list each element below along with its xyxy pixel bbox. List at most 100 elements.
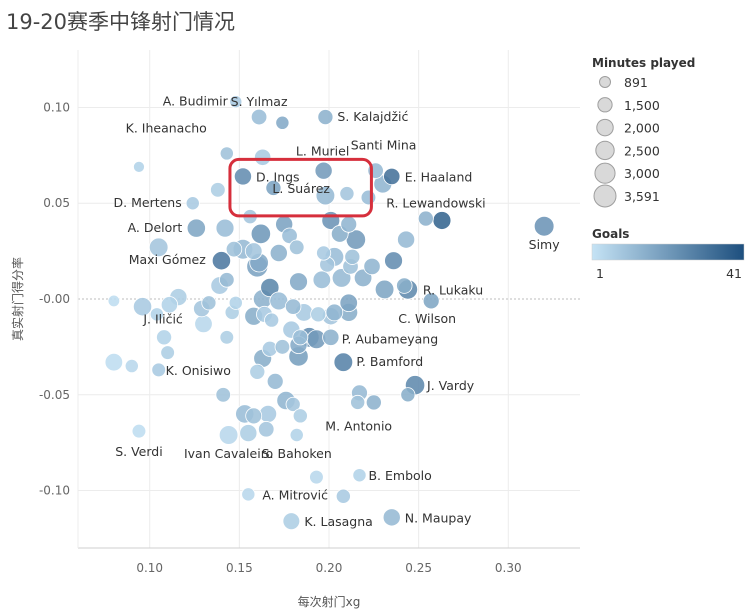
data-point[interactable] <box>259 404 278 423</box>
data-point[interactable] <box>219 330 235 345</box>
data-point[interactable] <box>225 241 243 258</box>
data-point-p-aubameyang[interactable] <box>322 328 340 346</box>
data-point[interactable] <box>316 245 332 261</box>
data-point-r-lewandowski[interactable] <box>432 211 452 230</box>
data-point[interactable] <box>148 237 169 258</box>
data-point[interactable] <box>365 394 382 411</box>
data-point-maxi-g-mez[interactable] <box>219 272 235 288</box>
data-point[interactable] <box>360 189 377 206</box>
data-point[interactable] <box>249 363 266 380</box>
y-axis-title: 真实射门得分率 <box>10 257 25 341</box>
data-point[interactable] <box>310 306 327 323</box>
color-legend-ramp <box>591 243 745 261</box>
data-point-l-muriel[interactable] <box>314 161 333 180</box>
data-point-j-ili-i[interactable] <box>156 329 173 346</box>
data-point[interactable] <box>344 248 361 265</box>
data-point[interactable] <box>284 298 302 315</box>
data-point-d-ings[interactable] <box>233 167 252 186</box>
data-point[interactable] <box>149 307 164 322</box>
data-point[interactable] <box>160 345 175 360</box>
data-point-m-antonio[interactable] <box>350 394 366 410</box>
data-point-n-maupay[interactable] <box>382 508 401 527</box>
data-point[interactable] <box>244 242 263 260</box>
data-point[interactable] <box>133 160 145 173</box>
data-point[interactable] <box>289 272 308 292</box>
highlight-box-outline <box>228 157 373 218</box>
data-point-e-haaland[interactable] <box>383 167 401 186</box>
data-point-k-onisiwo[interactable] <box>151 362 166 378</box>
data-point[interactable] <box>400 387 416 403</box>
data-point[interactable] <box>417 210 434 227</box>
data-point-l-su-rez[interactable] <box>265 179 282 196</box>
data-point[interactable] <box>264 312 280 328</box>
data-point[interactable] <box>160 296 179 314</box>
data-point[interactable] <box>315 185 336 206</box>
data-point-ivan-cavaleiro[interactable] <box>218 425 239 445</box>
data-point[interactable] <box>285 396 301 412</box>
y-tick-label: 0.10 <box>43 100 70 114</box>
data-point[interactable] <box>239 424 258 443</box>
point-label: A. Budimir <box>163 94 229 109</box>
point-labels: A. Budimir S. Yılmaz S. Kalajdžić K. Iheana… <box>114 94 561 529</box>
data-point[interactable] <box>312 270 332 290</box>
data-point[interactable] <box>281 227 298 244</box>
data-point-k-iheanacho[interactable] <box>219 146 234 161</box>
data-point-d-mertens[interactable] <box>185 196 200 211</box>
data-point[interactable] <box>254 148 272 166</box>
data-point[interactable] <box>260 277 280 298</box>
highlight-box <box>228 157 373 218</box>
data-point[interactable] <box>104 352 124 372</box>
data-point[interactable] <box>384 251 403 271</box>
point-label: K. Iheanacho <box>126 120 207 135</box>
data-point[interactable] <box>266 372 284 390</box>
data-point[interactable] <box>107 294 121 308</box>
data-point[interactable] <box>325 303 344 322</box>
data-point[interactable] <box>374 279 395 300</box>
point-label: Maxi Gómez <box>129 252 206 267</box>
data-point[interactable] <box>124 359 139 374</box>
data-point-s-verdi[interactable] <box>131 423 147 439</box>
data-point[interactable] <box>339 186 355 202</box>
data-point[interactable] <box>340 215 358 233</box>
data-point[interactable] <box>274 339 291 355</box>
data-point[interactable] <box>194 314 213 334</box>
data-point[interactable] <box>292 408 308 424</box>
data-point-a-delort[interactable] <box>186 218 206 238</box>
data-point[interactable] <box>396 277 413 294</box>
data-point[interactable] <box>211 251 232 271</box>
data-point[interactable] <box>363 257 381 276</box>
data-point[interactable] <box>275 115 290 130</box>
data-point-p-bamford[interactable] <box>333 352 354 372</box>
size-legend-circle <box>599 76 611 88</box>
data-point[interactable] <box>250 223 271 244</box>
data-point[interactable] <box>309 469 324 485</box>
data-point[interactable] <box>228 295 243 310</box>
data-point-b-embolo[interactable] <box>352 468 367 483</box>
data-point[interactable] <box>397 230 416 249</box>
data-point-a-budimir[interactable] <box>229 95 243 109</box>
data-point[interactable] <box>245 407 263 425</box>
data-point[interactable] <box>201 295 217 311</box>
size-legend-label: 3,591 <box>624 189 660 204</box>
data-point-a-mitrovi[interactable] <box>241 487 256 502</box>
data-point[interactable] <box>335 488 351 504</box>
data-point[interactable] <box>215 218 235 238</box>
data-point[interactable] <box>258 421 275 438</box>
data-point-c-wilson[interactable] <box>422 292 440 310</box>
data-point[interactable] <box>215 387 231 403</box>
data-point-simy[interactable] <box>533 215 555 237</box>
size-legend-label: 891 <box>624 75 648 90</box>
data-point-k-lasagna[interactable] <box>282 512 301 531</box>
data-point-s-y-lmaz[interactable] <box>250 108 268 126</box>
data-point[interactable] <box>132 297 153 317</box>
point-label: L. Muriel <box>296 144 349 159</box>
x-tick-label: 0.25 <box>405 561 432 575</box>
data-point[interactable] <box>292 329 309 346</box>
data-point[interactable] <box>339 293 358 313</box>
data-point[interactable] <box>269 244 288 263</box>
data-point[interactable] <box>345 229 367 250</box>
data-point[interactable] <box>288 239 305 256</box>
data-point-s-kalajd-i[interactable] <box>317 109 334 126</box>
data-point-s-bahoken[interactable] <box>289 427 304 443</box>
data-point[interactable] <box>210 182 226 198</box>
